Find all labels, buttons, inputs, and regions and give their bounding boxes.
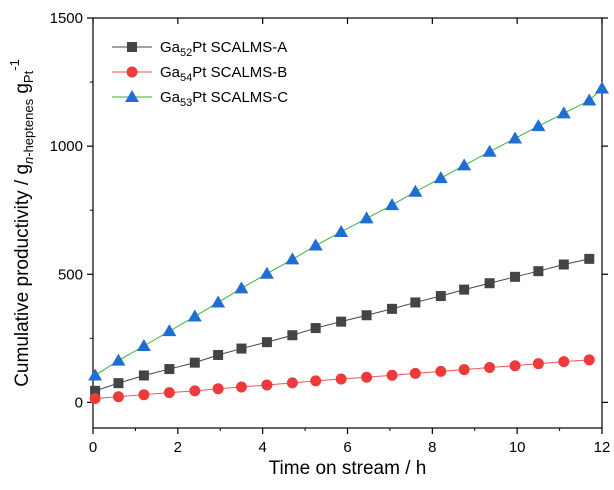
data-point	[162, 324, 177, 337]
data-point	[386, 369, 398, 381]
data-point	[213, 349, 224, 360]
data-point	[112, 391, 124, 403]
x-tick-label: 8	[428, 439, 436, 456]
data-point	[187, 309, 202, 322]
series-layer	[88, 81, 609, 405]
data-point	[584, 253, 595, 264]
data-point	[583, 354, 595, 366]
data-point	[259, 266, 274, 279]
data-point	[556, 106, 571, 119]
x-tick-label: 10	[509, 439, 526, 456]
series-3	[88, 81, 609, 381]
data-point	[308, 238, 323, 251]
data-point	[459, 284, 470, 295]
legend-label: Ga53Pt SCALMS-C	[160, 89, 288, 109]
data-point	[236, 343, 247, 354]
data-point	[385, 198, 400, 211]
data-point	[508, 131, 523, 144]
data-point	[558, 356, 570, 368]
series-2	[89, 354, 595, 405]
data-point	[189, 385, 201, 397]
y-tick-label: 1000	[50, 138, 83, 155]
legend: Ga52Pt SCALMS-A Ga54Pt SCALMS-B Ga53Pt SCA…	[112, 39, 288, 109]
x-axis-title: Time on stream / h	[269, 458, 427, 479]
data-point	[164, 364, 175, 375]
data-point	[484, 362, 496, 374]
data-point	[287, 330, 298, 341]
axes	[87, 17, 608, 434]
data-point	[334, 224, 349, 237]
data-point	[234, 281, 249, 294]
legend-marker	[125, 90, 139, 102]
data-point	[136, 339, 151, 351]
data-point	[285, 252, 300, 265]
data-point	[509, 360, 521, 372]
data-point	[408, 184, 423, 197]
data-point	[457, 158, 472, 171]
data-point	[310, 323, 321, 334]
legend-entry: Ga54Pt SCALMS-B	[112, 64, 287, 84]
data-point	[533, 266, 544, 277]
data-point	[510, 271, 521, 282]
series-1	[90, 253, 595, 396]
data-point	[359, 211, 374, 224]
data-point	[111, 353, 126, 366]
data-point	[235, 381, 247, 393]
data-point	[595, 81, 609, 94]
legend-label: Ga54Pt SCALMS-B	[160, 64, 287, 84]
data-point	[336, 316, 347, 327]
legend-marker	[127, 42, 137, 52]
x-tick-label: 12	[594, 439, 611, 456]
data-point	[211, 295, 226, 308]
y-tick-label: 1500	[50, 10, 83, 27]
series-line	[94, 88, 603, 376]
data-point	[582, 93, 597, 106]
x-tick-label: 2	[174, 439, 182, 456]
data-point	[458, 364, 470, 376]
legend-marker	[126, 66, 138, 78]
legend-label: Ga52Pt SCALMS-A	[160, 39, 287, 59]
data-point	[532, 358, 544, 370]
data-point	[482, 144, 497, 157]
data-point	[261, 337, 272, 348]
data-point	[212, 383, 224, 395]
data-point	[138, 389, 150, 401]
data-point	[361, 310, 372, 321]
data-point	[113, 378, 124, 389]
data-point	[361, 371, 373, 383]
data-point	[261, 379, 273, 391]
y-axis-title: Cumulative productivity / gn-heptenes gP…	[7, 59, 36, 387]
data-point	[387, 303, 398, 314]
data-point	[433, 171, 448, 184]
data-point	[189, 357, 200, 368]
data-point	[484, 278, 495, 289]
data-point	[310, 375, 322, 387]
data-point	[435, 365, 447, 377]
y-tick-label: 500	[58, 266, 83, 283]
data-point	[286, 377, 298, 389]
data-point	[88, 368, 103, 381]
legend-entry: Ga53Pt SCALMS-C	[112, 89, 288, 109]
data-point	[90, 385, 101, 396]
data-point	[163, 387, 175, 399]
x-tick-label: 0	[89, 439, 97, 456]
x-tick-label: 6	[343, 439, 351, 456]
axis-labels: 0 2 4 6 8 10 12 0 500 1000 1500 Time on stream / h C…	[7, 10, 610, 479]
legend-entry: Ga52Pt SCALMS-A	[112, 39, 287, 59]
data-point	[531, 119, 546, 132]
data-point	[558, 259, 569, 270]
data-point	[89, 393, 101, 405]
data-point	[138, 370, 149, 381]
data-point	[335, 373, 347, 385]
x-tick-label: 4	[258, 439, 266, 456]
data-point	[435, 291, 446, 302]
y-tick-label: 0	[75, 394, 83, 411]
data-point	[409, 367, 421, 379]
data-point	[410, 297, 421, 308]
